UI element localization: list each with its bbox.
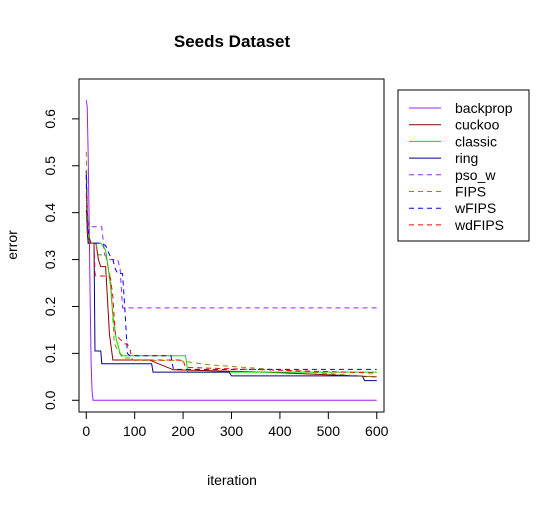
x-tick-label: 200 [171,423,195,439]
chart-title: Seeds Dataset [174,32,291,51]
y-tick-label: 0.1 [42,343,58,363]
series-line-backprop [85,100,377,401]
series-line-fips [85,151,377,378]
series-line-wdfips [85,193,377,374]
y-tick-label: 0.0 [42,390,58,410]
legend-label: backprop [455,100,513,116]
legend-label: FIPS [455,184,486,200]
y-tick-label: 0.4 [42,203,58,223]
y-tick-label: 0.6 [42,109,58,129]
x-axis: 0 100 200 300 400 500 600 [82,411,389,439]
x-tick-label: 500 [317,423,341,439]
legend-box [397,89,530,242]
x-axis-label: iteration [207,472,257,488]
y-axis-label: error [4,230,20,260]
series-line-cuckoo [85,210,377,378]
x-tick-label: 100 [123,423,147,439]
legend-label: cuckoo [455,117,500,133]
legend-label: wdFIPS [454,217,504,233]
x-tick-label: 300 [220,423,244,439]
legend-label: wFIPS [454,200,496,216]
x-tick-label: 600 [365,423,389,439]
series-line-classic [85,214,377,373]
y-tick-label: 0.2 [42,297,58,317]
y-tick-label: 0.5 [42,156,58,176]
x-tick-label: 0 [82,423,90,439]
plot-frame [78,78,385,413]
legend: backpropcuckooclassicringpso_wFIPSwFIPSw… [397,89,530,242]
legend-label: ring [455,150,478,166]
legend-label: classic [455,133,497,149]
series-layer [85,100,377,401]
legend-label: pso_w [455,167,496,183]
x-tick-label: 400 [268,423,292,439]
series-line-wfips [85,175,377,370]
y-tick-label: 0.3 [42,250,58,270]
series-line-ring [85,170,377,382]
series-line-pso-w [85,184,377,309]
y-axis: 0.0 0.1 0.2 0.3 0.4 0.5 0.6 [42,109,80,410]
